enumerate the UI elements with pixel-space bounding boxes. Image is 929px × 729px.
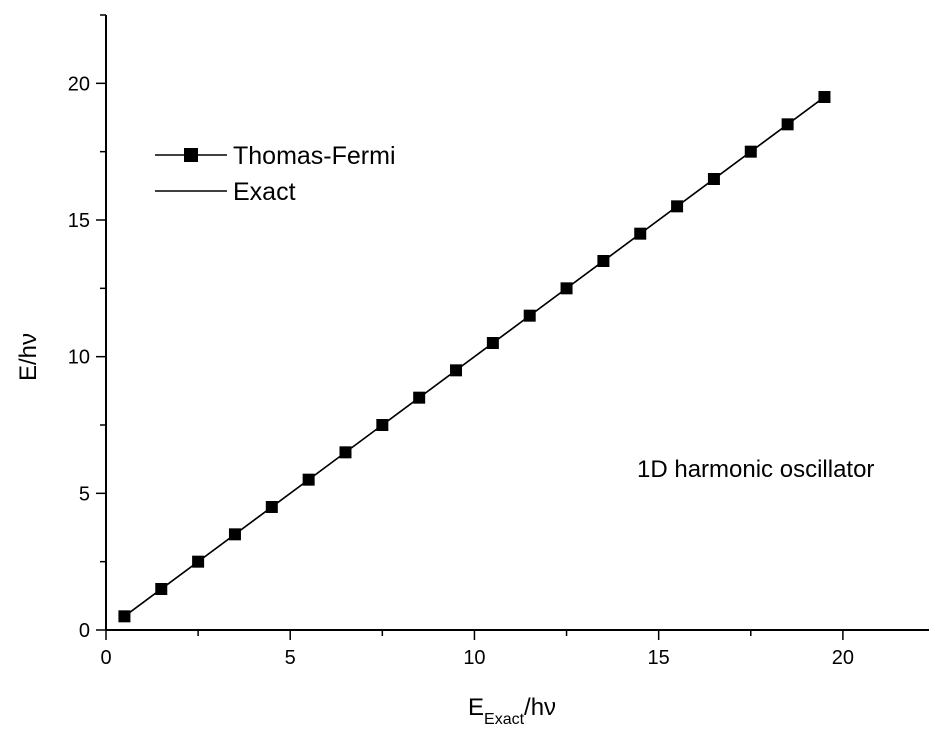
thomas-fermi-point [229, 528, 241, 540]
thomas-fermi-point [782, 118, 794, 130]
thomas-fermi-point [487, 337, 499, 349]
x-axis-label-sub: Exact [484, 711, 525, 728]
legend-exact-label: Exact [233, 178, 296, 206]
thomas-fermi-point [266, 501, 278, 513]
y-ticks: 0 5 10 15 20 [68, 15, 106, 642]
y-axis-label: E/hν [15, 333, 42, 381]
x-tick-label: 10 [463, 647, 485, 669]
y-tick-label: 10 [68, 347, 90, 369]
x-tick-label: 0 [100, 647, 111, 669]
series-layer [118, 91, 830, 622]
y-tick-label: 0 [79, 620, 90, 642]
thomas-fermi-point [524, 310, 536, 322]
legend-thomas-fermi-marker [184, 148, 198, 162]
x-axis-label-tail: /hν [524, 694, 556, 721]
x-ticks: 0 5 10 15 20 [100, 630, 929, 669]
y-tick-label: 5 [79, 483, 90, 505]
thomas-fermi-point [413, 392, 425, 404]
y-tick-label: 20 [68, 73, 90, 95]
legend-thomas-fermi-label: Thomas-Fermi [233, 142, 396, 170]
annotation-text: 1D harmonic oscillator [637, 456, 874, 483]
thomas-fermi-point [634, 228, 646, 240]
thomas-fermi-point [303, 474, 315, 486]
x-axis-label: EExact/hν [468, 694, 556, 728]
thomas-fermi-point [118, 610, 130, 622]
y-tick-label: 15 [68, 210, 90, 232]
thomas-fermi-point [818, 91, 830, 103]
thomas-fermi-point [597, 255, 609, 267]
thomas-fermi-point [745, 146, 757, 158]
thomas-fermi-point [561, 282, 573, 294]
thomas-fermi-point [450, 364, 462, 376]
thomas-fermi-point [192, 556, 204, 568]
thomas-fermi-point [155, 583, 167, 595]
thomas-fermi-point [708, 173, 720, 185]
x-tick-label: 20 [832, 647, 854, 669]
thomas-fermi-point [339, 446, 351, 458]
thomas-fermi-point [671, 200, 683, 212]
x-tick-label: 5 [285, 647, 296, 669]
thomas-fermi-point [376, 419, 388, 431]
legend: Thomas-Fermi Exact [155, 142, 396, 206]
x-axis-label-main: E [468, 694, 484, 721]
x-tick-label: 15 [648, 647, 670, 669]
